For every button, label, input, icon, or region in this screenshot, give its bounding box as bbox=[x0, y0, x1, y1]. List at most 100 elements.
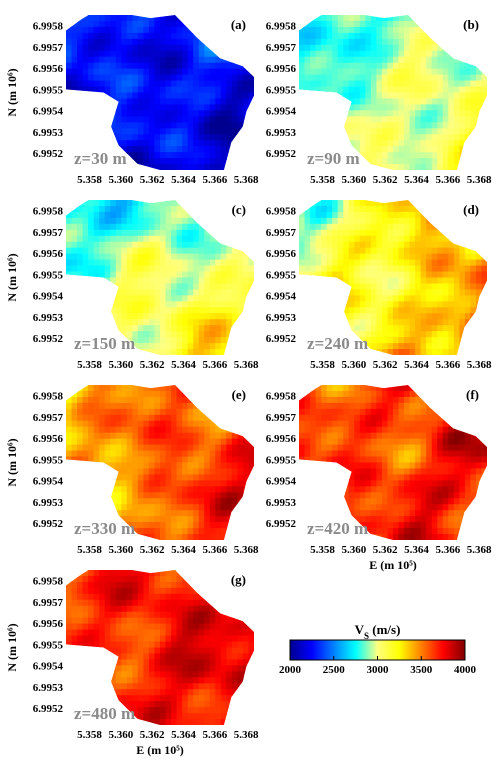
grid-cell bbox=[370, 235, 378, 243]
grid-cell bbox=[198, 498, 205, 505]
grid-cell bbox=[365, 438, 372, 446]
grid-cell bbox=[126, 277, 133, 285]
grid-cell bbox=[82, 420, 89, 428]
grid-cell bbox=[93, 510, 100, 517]
grid-cell bbox=[393, 337, 400, 344]
grid-cell bbox=[66, 86, 73, 94]
velocity-field bbox=[66, 200, 254, 355]
grid-cell bbox=[187, 200, 194, 207]
grid-cell bbox=[204, 450, 211, 458]
grid-cell bbox=[115, 26, 122, 34]
grid-cell bbox=[481, 223, 487, 231]
grid-cell bbox=[442, 20, 449, 28]
grid-cell bbox=[154, 337, 161, 344]
grid-cell bbox=[431, 122, 438, 129]
grid-cell bbox=[220, 80, 227, 88]
grid-cell bbox=[187, 307, 194, 314]
grid-cell bbox=[165, 534, 172, 540]
grid-cell bbox=[299, 241, 306, 249]
grid-cell bbox=[370, 122, 378, 129]
grid-cell bbox=[93, 462, 100, 470]
grid-cell bbox=[215, 122, 222, 129]
grid-cell bbox=[182, 134, 189, 141]
grid-cell bbox=[426, 217, 433, 225]
grid-cell bbox=[343, 426, 350, 434]
grid-cell bbox=[409, 205, 416, 213]
grid-cell bbox=[187, 134, 194, 141]
grid-cell bbox=[226, 80, 233, 88]
panel-label: (a) bbox=[231, 17, 246, 32]
grid-cell bbox=[88, 104, 95, 111]
grid-cell bbox=[437, 426, 444, 434]
grid-cell bbox=[231, 343, 239, 350]
grid-cell bbox=[132, 319, 139, 326]
grid-cell bbox=[304, 86, 311, 94]
grid-cell bbox=[115, 414, 122, 422]
grid-cell bbox=[204, 432, 211, 440]
grid-cell bbox=[220, 62, 227, 70]
grid-cell bbox=[132, 50, 139, 58]
grid-cell bbox=[437, 56, 444, 64]
grid-cell bbox=[426, 211, 433, 219]
grid-cell bbox=[376, 420, 383, 428]
grid-cell bbox=[143, 241, 150, 249]
grid-cell bbox=[66, 134, 73, 141]
grid-cell bbox=[415, 289, 422, 296]
grid-cell bbox=[442, 92, 449, 100]
grid-cell bbox=[310, 74, 317, 82]
grid-cell bbox=[481, 128, 487, 135]
grid-cell bbox=[237, 343, 244, 350]
grid-cell bbox=[370, 50, 378, 58]
grid-cell bbox=[93, 253, 100, 261]
grid-cell bbox=[315, 74, 322, 82]
grid-cell bbox=[237, 313, 244, 320]
grid-cell bbox=[343, 62, 350, 70]
grid-cell bbox=[226, 420, 233, 428]
grid-cell bbox=[431, 426, 438, 434]
grid-cell bbox=[470, 38, 477, 46]
grid-cell bbox=[343, 259, 350, 267]
grid-cell bbox=[182, 343, 189, 350]
grid-cell bbox=[160, 200, 167, 207]
grid-cell bbox=[299, 420, 306, 428]
grid-cell bbox=[404, 205, 411, 213]
grid-cell bbox=[415, 349, 422, 355]
grid-cell bbox=[464, 140, 472, 147]
grid-cell bbox=[426, 259, 433, 267]
grid-cell bbox=[237, 164, 244, 170]
grid-cell bbox=[299, 68, 306, 76]
grid-cell bbox=[393, 223, 400, 231]
grid-cell bbox=[404, 140, 411, 147]
grid-cell bbox=[121, 128, 128, 135]
grid-cell bbox=[315, 313, 322, 320]
grid-cell bbox=[154, 241, 161, 249]
grid-cell bbox=[442, 301, 449, 308]
grid-cell bbox=[110, 319, 117, 326]
grid-cell bbox=[77, 307, 84, 314]
grid-cell bbox=[160, 86, 167, 94]
grid-cell bbox=[404, 253, 411, 261]
grid-cell bbox=[475, 104, 483, 111]
grid-cell bbox=[204, 217, 211, 225]
grid-cell bbox=[393, 277, 400, 285]
grid-cell bbox=[204, 349, 211, 355]
grid-cell bbox=[165, 498, 172, 505]
grid-cell bbox=[193, 516, 200, 523]
grid-cell bbox=[376, 450, 383, 458]
grid-cell bbox=[165, 205, 172, 213]
grid-cell bbox=[182, 450, 189, 458]
grid-cell bbox=[93, 385, 100, 392]
grid-cell bbox=[304, 217, 311, 225]
grid-cell bbox=[370, 56, 378, 64]
grid-cell bbox=[248, 516, 254, 523]
grid-cell bbox=[248, 343, 254, 350]
grid-cell bbox=[381, 200, 389, 207]
grid-cell bbox=[143, 420, 150, 428]
grid-cell bbox=[310, 426, 317, 434]
grid-cell bbox=[143, 438, 150, 446]
grid-cell bbox=[137, 20, 145, 28]
grid-cell bbox=[304, 68, 311, 76]
grid-cell bbox=[326, 402, 333, 410]
grid-cell bbox=[337, 289, 344, 296]
grid-cell bbox=[187, 468, 194, 476]
